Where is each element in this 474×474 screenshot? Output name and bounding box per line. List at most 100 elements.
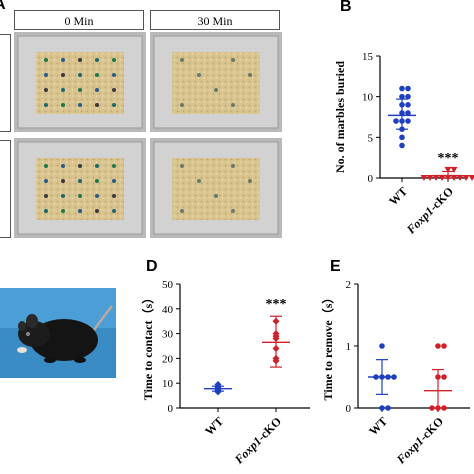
x-tick-label: Foxp1-cKO (403, 184, 456, 237)
y-axis-label: Time to contact（s） (140, 292, 155, 400)
significance-label: *** (266, 297, 287, 312)
data-point (441, 374, 447, 380)
marble (95, 209, 99, 213)
marble (95, 73, 99, 77)
marble (78, 103, 82, 107)
marble (78, 58, 82, 62)
marble (112, 103, 116, 107)
y-tick-label: 10 (362, 92, 374, 104)
marble (180, 164, 184, 168)
marble (78, 194, 82, 198)
y-tick-label: 30 (162, 329, 174, 341)
data-point (393, 118, 399, 124)
data-point (399, 134, 405, 141)
marble (61, 209, 65, 213)
marble (231, 164, 235, 168)
marble (112, 179, 116, 183)
x-tick-label: Foxp1-cKO (393, 414, 446, 467)
chart-time-to-contact: 0 10 20 30 40 50 Time to contact（s） WTFoxp1-cKO… (140, 279, 310, 467)
y-tick-label: 40 (162, 304, 174, 316)
y-tick-label: 20 (162, 353, 174, 365)
y-tick-label: 2 (346, 279, 352, 291)
marble (112, 73, 116, 77)
bedding (172, 52, 260, 114)
x-tick-label: Foxp1-cKO (231, 414, 284, 467)
data-point (399, 142, 405, 149)
marble (95, 164, 99, 168)
marble (112, 209, 116, 213)
marble (78, 164, 82, 168)
marble (44, 179, 48, 183)
marble (112, 194, 116, 198)
data-point (399, 85, 405, 92)
marble (61, 58, 65, 62)
row-label-bracket-wt (0, 34, 11, 132)
y-axis-label: Time to remove（s） (320, 292, 335, 401)
marble (78, 88, 82, 92)
marble (231, 209, 235, 213)
y-tick-label: 10 (162, 378, 174, 390)
data-point (405, 110, 411, 116)
panel-b-letter: B (340, 0, 352, 15)
data-point (399, 93, 405, 100)
marble (44, 194, 48, 198)
y-axis-label: No. of marbles buried (333, 61, 347, 173)
panel-a-letter: A (0, 0, 6, 14)
marble (112, 88, 116, 92)
marble (44, 73, 48, 77)
marble (61, 194, 65, 198)
marble (180, 103, 184, 107)
marble (61, 164, 65, 168)
data-point (468, 175, 474, 181)
time-header-30min: 30 Min (150, 10, 280, 30)
marble (95, 58, 99, 62)
marble (61, 73, 65, 77)
marble (44, 103, 48, 107)
marble (112, 58, 116, 62)
marble (197, 73, 201, 77)
data-point (405, 102, 411, 108)
panel-e-letter: E (330, 258, 341, 275)
marble (95, 194, 99, 198)
marble (44, 58, 48, 62)
data-point (405, 118, 411, 124)
significance-label: *** (438, 151, 459, 166)
y-tick-label: 15 (362, 51, 374, 63)
data-point (432, 175, 440, 181)
marble (95, 179, 99, 183)
marble (44, 209, 48, 213)
data-point (379, 343, 385, 349)
y-tick-label: 50 (162, 279, 174, 291)
marble (95, 88, 99, 92)
marble (180, 58, 184, 62)
data-point (385, 405, 391, 411)
marble (44, 164, 48, 168)
mouse-photo (0, 288, 116, 378)
marble (78, 73, 82, 77)
row-label-bracket-cko (0, 140, 11, 238)
panel-d-letter: D (146, 258, 158, 275)
y-tick-label: 0 (168, 403, 174, 415)
time-header-0min: 0 Min (14, 10, 144, 30)
x-tick-label: WT (366, 414, 390, 438)
marble (44, 88, 48, 92)
marble (112, 164, 116, 168)
data-point (405, 85, 411, 92)
data-point (405, 93, 411, 100)
data-point (444, 166, 452, 173)
data-point (426, 175, 434, 181)
marble (180, 209, 184, 213)
y-tick-label: 1 (346, 341, 352, 353)
marble (214, 88, 218, 92)
marble (231, 103, 235, 107)
marble (231, 58, 235, 62)
y-tick-label: 0 (368, 173, 374, 185)
marble (78, 209, 82, 213)
x-tick-label: WT (386, 184, 410, 208)
marble (61, 88, 65, 92)
data-point (379, 405, 385, 411)
marble (61, 103, 65, 107)
data-point (462, 175, 470, 181)
